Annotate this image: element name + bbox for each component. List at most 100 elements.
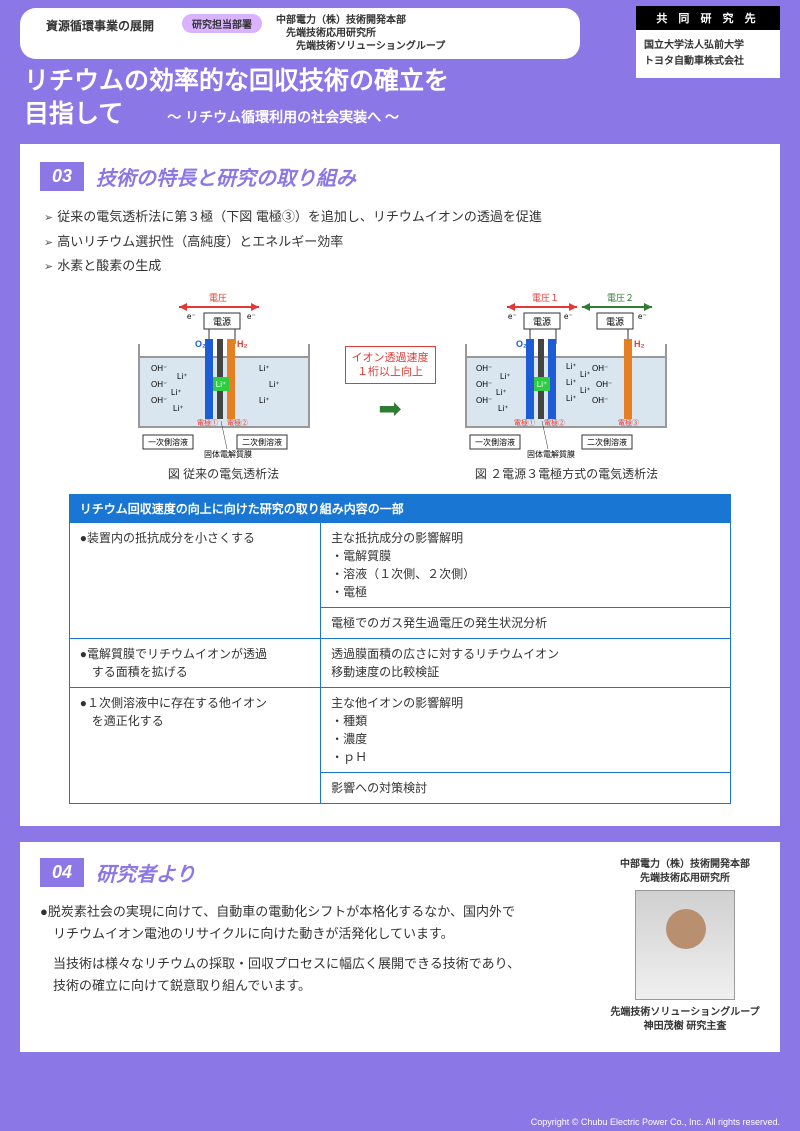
diagram-center: イオン透過速度 １桁以上向上 ➡ — [345, 346, 436, 426]
svg-text:Li⁺: Li⁺ — [580, 370, 590, 379]
svg-text:Li⁺: Li⁺ — [215, 380, 225, 389]
svg-text:Li⁺: Li⁺ — [173, 404, 183, 413]
svg-text:Li⁺: Li⁺ — [269, 380, 279, 389]
svg-text:電源: 電源 — [532, 317, 550, 327]
section-number: 03 — [40, 162, 84, 191]
collab-header: 共 同 研 究 先 — [636, 6, 780, 30]
dept-text: 中部電力（株）技術開発本部 先端技術応用研究所 先端技術ソリューショングループ — [276, 14, 445, 53]
svg-text:Li⁺: Li⁺ — [566, 394, 576, 403]
collaborator-box: 共 同 研 究 先 国立大学法人弘前大学 トヨタ自動車株式会社 — [636, 6, 780, 78]
researcher-name: 神田茂樹 研究主査 — [610, 1020, 760, 1034]
svg-text:H₂: H₂ — [237, 339, 248, 349]
svg-text:Li⁺: Li⁺ — [496, 388, 506, 397]
table-cell: ●１次側溶液中に存在する他イオン を適正化する — [69, 688, 320, 804]
svg-text:電源: 電源 — [605, 317, 623, 327]
researcher-group: 先端技術ソリューショングループ — [610, 1006, 760, 1020]
para: ●脱炭素社会の実現に向けて、自動車の電動化シフトが本格化するなか、国内外で リチ… — [40, 901, 610, 945]
svg-text:e⁻: e⁻ — [564, 312, 573, 321]
diagram-left-svg: 電圧 電源 e⁻ e⁻ Li⁺ O₂ H₂ — [109, 289, 339, 459]
table-cell: 主な抵抗成分の影響解明 ・電解質膜 ・溶液（１次側、２次側） ・電極 — [321, 523, 731, 608]
diagram-left-caption: 図 従来の電気透析法 — [109, 465, 339, 482]
section-head: 04 研究者より — [40, 858, 610, 887]
svg-text:e⁻: e⁻ — [187, 312, 196, 321]
collab-line: 国立大学法人弘前大学 — [644, 38, 772, 54]
section-title: 技術の特長と研究の取り組み — [96, 162, 356, 191]
svg-text:電極②: 電極② — [544, 418, 565, 427]
research-table: リチウム回収速度の向上に向けた研究の取り組み内容の一部 ●装置内の抵抗成分を小さ… — [69, 494, 731, 804]
section-03-card: 03 技術の特長と研究の取り組み 従来の電気透析法に第３極（下図 電極③）を追加… — [20, 144, 780, 826]
diagram-right-caption: 図 ２電源３電極方式の電気透析法 — [442, 465, 692, 482]
svg-text:e⁻: e⁻ — [247, 312, 256, 321]
svg-text:電極③: 電極③ — [618, 418, 639, 427]
svg-text:一次側溶液: 一次側溶液 — [475, 437, 515, 447]
svg-text:OH⁻: OH⁻ — [476, 396, 492, 405]
header: 資源循環事業の展開 研究担当部署 中部電力（株）技術開発本部 先端技術応用研究所… — [0, 0, 800, 63]
researcher-photo — [635, 890, 735, 1000]
dept-pill: 研究担当部署 — [182, 14, 262, 33]
svg-text:固体電解質膜: 固体電解質膜 — [527, 449, 575, 459]
svg-text:O₂: O₂ — [516, 339, 527, 349]
svg-text:電極①: 電極① — [514, 418, 535, 427]
svg-text:Li⁺: Li⁺ — [498, 404, 508, 413]
bullet-item: 水素と酸素の生成 — [44, 254, 760, 279]
svg-text:電圧１: 電圧１ — [532, 293, 559, 303]
section-number: 04 — [40, 858, 84, 887]
svg-text:OH⁻: OH⁻ — [592, 364, 608, 373]
section-04-card: 04 研究者より ●脱炭素社会の実現に向けて、自動車の電動化シフトが本格化するな… — [20, 842, 780, 1052]
svg-text:O₂: O₂ — [195, 339, 206, 349]
svg-text:Li⁺: Li⁺ — [566, 378, 576, 387]
svg-text:二次側溶液: 二次側溶液 — [587, 437, 627, 447]
svg-text:電極①: 電極① — [197, 418, 218, 427]
svg-text:OH⁻: OH⁻ — [592, 396, 608, 405]
svg-text:電圧２: 電圧２ — [607, 293, 634, 303]
table-header: リチウム回収速度の向上に向けた研究の取り組み内容の一部 — [69, 495, 730, 523]
diagram-row: 電圧 電源 e⁻ e⁻ Li⁺ O₂ H₂ — [40, 289, 760, 482]
researcher-text: ●脱炭素社会の実現に向けて、自動車の電動化シフトが本格化するなか、国内外で リチ… — [40, 901, 610, 997]
svg-text:Li⁺: Li⁺ — [259, 396, 269, 405]
affiliation: 中部電力（株）技術開発本部 — [610, 858, 760, 872]
svg-text:二次側溶液: 二次側溶液 — [242, 437, 282, 447]
svg-text:OH⁻: OH⁻ — [476, 380, 492, 389]
bullet-item: 従来の電気透析法に第３極（下図 電極③）を追加し、リチウムイオンの透過を促進 — [44, 205, 760, 230]
table-cell: 透過膜面積の広さに対するリチウムイオン 移動速度の比較検証 — [321, 639, 731, 688]
section-title: 研究者より — [96, 858, 196, 887]
table-cell: ●装置内の抵抗成分を小さくする — [69, 523, 320, 639]
svg-text:Li⁺: Li⁺ — [171, 388, 181, 397]
diagram-right: 電圧１ 電圧２ 電源 電源 e⁻ e⁻ e⁻ — [442, 289, 692, 482]
svg-text:Li⁺: Li⁺ — [536, 380, 546, 389]
table-cell: ●電解質膜でリチウムイオンが透過 する面積を拡げる — [69, 639, 320, 688]
table-cell: 主な他イオンの影響解明 ・種類 ・濃度 ・ｐＨ — [321, 688, 731, 773]
svg-text:Li⁺: Li⁺ — [580, 386, 590, 395]
svg-text:H₂: H₂ — [634, 339, 645, 349]
collab-line: トヨタ自動車株式会社 — [644, 54, 772, 70]
svg-text:OH⁻: OH⁻ — [151, 380, 167, 389]
svg-text:OH⁻: OH⁻ — [476, 364, 492, 373]
affiliation: 先端技術応用研究所 — [610, 872, 760, 886]
svg-text:一次側溶液: 一次側溶液 — [148, 437, 188, 447]
arrow-icon: ➡ — [345, 392, 436, 425]
footer-copyright: Copyright © Chubu Electric Power Co., In… — [0, 1113, 800, 1131]
svg-text:電極②: 電極② — [227, 418, 248, 427]
bullet-item: 高いリチウム選択性（高純度）とエネルギー効率 — [44, 230, 760, 255]
svg-text:Li⁺: Li⁺ — [566, 362, 576, 371]
researcher-photo-col: 中部電力（株）技術開発本部 先端技術応用研究所 先端技術ソリューショングループ … — [610, 858, 760, 1034]
table-cell: 電極でのガス発生過電圧の発生状況分析 — [321, 608, 731, 639]
improvement-box: イオン透過速度 １桁以上向上 — [345, 346, 436, 385]
svg-text:OH⁻: OH⁻ — [151, 396, 167, 405]
main-title-line2: 目指して — [24, 98, 123, 131]
section-head: 03 技術の特長と研究の取り組み — [40, 162, 760, 191]
table-cell: 影響への対策検討 — [321, 773, 731, 804]
collab-body: 国立大学法人弘前大学 トヨタ自動車株式会社 — [636, 30, 780, 78]
svg-text:固体電解質膜: 固体電解質膜 — [204, 449, 252, 459]
svg-text:電圧: 電圧 — [209, 293, 227, 303]
svg-text:e⁻: e⁻ — [638, 312, 647, 321]
svg-text:電源: 電源 — [212, 317, 230, 327]
bullet-list: 従来の電気透析法に第３極（下図 電極③）を追加し、リチウムイオンの透過を促進 高… — [40, 205, 760, 279]
subtitle: ～ リチウム循環利用の社会実装へ ～ — [167, 107, 399, 127]
svg-text:e⁻: e⁻ — [508, 312, 517, 321]
breadcrumb: 資源循環事業の展開 — [32, 14, 168, 37]
svg-text:Li⁺: Li⁺ — [500, 372, 510, 381]
diagram-left: 電圧 電源 e⁻ e⁻ Li⁺ O₂ H₂ — [109, 289, 339, 482]
svg-text:OH⁻: OH⁻ — [596, 380, 612, 389]
svg-text:OH⁻: OH⁻ — [151, 364, 167, 373]
